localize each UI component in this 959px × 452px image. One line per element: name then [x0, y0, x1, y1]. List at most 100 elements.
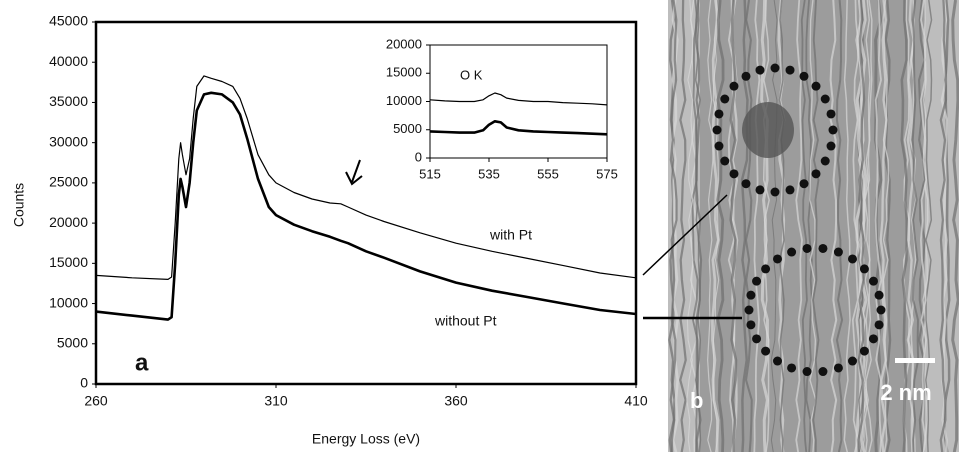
outline-dot — [761, 346, 771, 356]
y-tick-label: 5000 — [57, 334, 88, 350]
lattice-fringe — [707, 0, 715, 452]
outline-dot — [785, 65, 795, 75]
outline-dot — [729, 169, 739, 179]
outline-dot — [787, 363, 797, 373]
outline-dot — [820, 94, 830, 104]
outline-dot — [746, 290, 756, 300]
outline-dot — [741, 179, 751, 189]
lattice-fringe — [669, 0, 678, 452]
lattice-fringe — [770, 0, 778, 452]
y-tick-label: 0 — [80, 375, 88, 391]
outline-dot — [833, 363, 843, 373]
y-tick-label: 25000 — [49, 174, 88, 190]
series-line — [95, 75, 637, 280]
lattice-fringe — [879, 0, 888, 452]
lattice-fringe — [863, 0, 871, 452]
arrow — [345, 159, 363, 186]
lattice-fringe — [809, 0, 817, 452]
y-tick-label: 20000 — [386, 36, 422, 51]
lattice-fringe — [843, 0, 851, 452]
series-line — [429, 120, 608, 136]
x-tick-label: 555 — [537, 166, 559, 181]
y-tick-label: 15000 — [386, 65, 422, 80]
outline-dot — [802, 243, 812, 253]
plot-frame — [94, 20, 638, 386]
outline-dot — [826, 141, 836, 151]
outline-dot — [714, 141, 724, 151]
lattice-fringe — [760, 0, 769, 452]
x-tick-label: 515 — [419, 166, 441, 181]
outline-dot — [874, 320, 884, 330]
connector — [642, 194, 728, 276]
lattice-fringe — [829, 0, 838, 452]
lattice-fringe — [919, 0, 928, 452]
lattice-fringe — [716, 0, 725, 452]
outline-dot — [818, 243, 828, 253]
lattice-fringe — [855, 0, 864, 452]
y-tick-label: 15000 — [49, 254, 88, 270]
outline-dot — [811, 81, 821, 91]
outline-dot — [755, 185, 765, 195]
outline-dot — [787, 247, 797, 257]
y-tick-label: 30000 — [49, 133, 88, 149]
outline-dot — [833, 247, 843, 257]
outline-dot — [799, 71, 809, 81]
outline-dot — [818, 367, 828, 377]
x-tick-label: 360 — [444, 393, 468, 409]
lattice-fringe — [729, 0, 738, 452]
lattice-fringe — [906, 0, 915, 452]
lattice-fringe — [925, 0, 933, 452]
lattice-fringe — [835, 0, 844, 452]
lattice-fringe — [921, 0, 929, 452]
x-tick-label: 260 — [84, 393, 108, 409]
y-tick-label: 20000 — [49, 214, 88, 230]
y-tick-label: 5000 — [393, 121, 422, 136]
scale-bar-label: 2 nm — [880, 380, 931, 405]
y-tick-label: 40000 — [49, 53, 88, 69]
outline-dot — [761, 264, 771, 274]
series-line — [429, 92, 608, 106]
outline-dot — [876, 305, 886, 315]
series-line — [95, 91, 637, 321]
outline-dot — [868, 334, 878, 344]
outline-dot — [785, 185, 795, 195]
outline-dot — [714, 109, 724, 119]
outline-dot — [755, 65, 765, 75]
outline-dot — [799, 179, 809, 189]
outline-dot — [847, 254, 857, 264]
outline-dot — [820, 156, 830, 166]
outline-dot — [847, 356, 857, 366]
lattice-fringe — [951, 0, 959, 452]
outline-dot — [811, 169, 821, 179]
lattice-fringe — [812, 0, 820, 452]
outline-dot — [874, 290, 884, 300]
outline-dot — [712, 125, 722, 135]
series-label: with Pt — [489, 227, 532, 243]
lattice-fringe — [865, 0, 873, 452]
outline-dot — [859, 264, 869, 274]
tem-image — [668, 0, 959, 452]
outline-dot — [802, 367, 812, 377]
y-tick-label: 0 — [415, 149, 422, 164]
annotation: O K — [460, 67, 483, 82]
series-label: without Pt — [434, 313, 497, 329]
x-tick-label: 575 — [596, 166, 618, 181]
lattice-fringe — [691, 0, 699, 452]
outline-dot — [720, 156, 730, 166]
y-tick-label: 10000 — [386, 93, 422, 108]
panel-label: b — [690, 388, 703, 413]
outline-dot — [752, 334, 762, 344]
x-tick-label: 310 — [264, 393, 288, 409]
outline-dot — [828, 125, 838, 135]
outline-dot — [720, 94, 730, 104]
lattice-fringe — [911, 0, 920, 452]
outline-dot — [746, 320, 756, 330]
lattice-fringe — [712, 0, 720, 452]
outline-dot — [770, 63, 780, 73]
scale-bar — [895, 358, 935, 363]
outline-dot — [773, 254, 783, 264]
lattice-fringe — [753, 0, 761, 452]
lattice-fringe — [900, 0, 909, 452]
lattice-fringe — [711, 0, 720, 452]
